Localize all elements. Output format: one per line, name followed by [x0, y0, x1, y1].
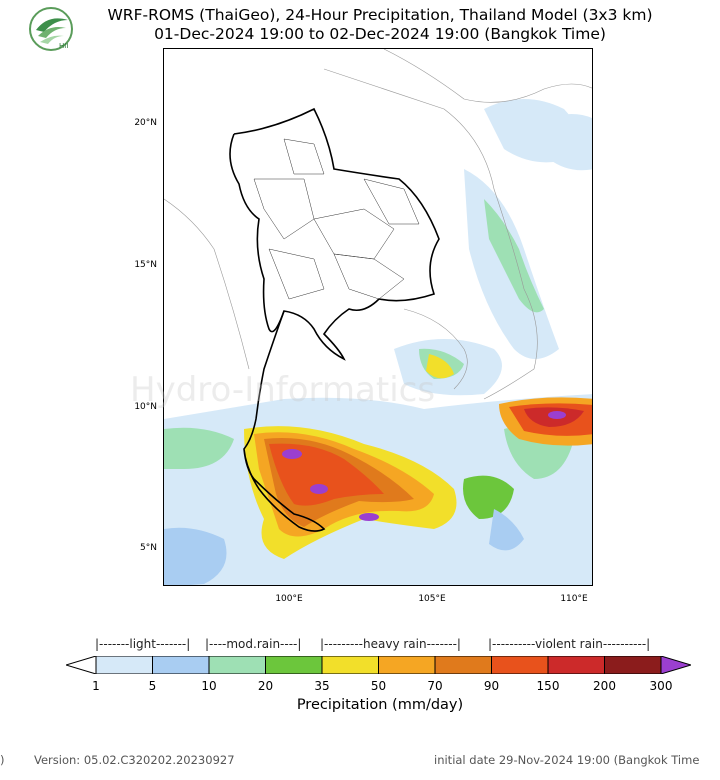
lat-label-10: 10°N [134, 402, 157, 412]
thailand-outline [229, 107, 440, 532]
precipitation-map [163, 48, 593, 586]
category-heavy: |---------heavy rain-------| [320, 637, 461, 651]
colorbar-min-arrow [66, 656, 97, 674]
watermark: Hydro-Informatics [130, 370, 436, 410]
colorbar-tick-label: 5 [148, 679, 157, 693]
category-violent: |----------violent rain----------| [488, 637, 651, 651]
colorbar-segment [265, 656, 323, 674]
colorbar-tick-label: 20 [257, 679, 274, 693]
colorbar-segment [152, 656, 210, 674]
colorbar-segment [547, 656, 605, 674]
colorbar-segment [321, 656, 379, 674]
title-line-1: WRF-ROMS (ThaiGeo), 24-Hour Precipitatio… [107, 6, 653, 24]
title-line-2: 01-Dec-2024 19:00 to 02-Dec-2024 19:00 (… [154, 25, 606, 43]
colorbar-segment [95, 656, 153, 674]
lat-label-5: 5°N [140, 543, 157, 553]
lat-label-15: 15°N [134, 260, 157, 270]
map-title: WRF-ROMS (ThaiGeo), 24-Hour Precipitatio… [90, 6, 670, 44]
colorbar-tick-label: 90 [483, 679, 500, 693]
colorbar-segment [604, 656, 662, 674]
lon-label-110: 110°E [560, 594, 588, 604]
logo-text: HII [59, 42, 68, 50]
lon-label-105: 105°E [418, 594, 446, 604]
lat-label-20: 20°N [134, 118, 157, 128]
colorbar-tick-label: 50 [370, 679, 387, 693]
colorbar-segment [378, 656, 436, 674]
lon-label-100: 100°E [275, 594, 303, 604]
category-moderate: |----mod.rain----| [205, 637, 302, 651]
colorbar-segment [491, 656, 549, 674]
category-light: |-------light-------| [95, 637, 191, 651]
rain-violent-cores [282, 411, 566, 521]
colorbar-max-arrow [660, 656, 691, 674]
colorbar-tick-label: 200 [593, 679, 616, 693]
colorbar-tick-label: 1 [92, 679, 100, 693]
colorbar-tick-label: 150 [536, 679, 560, 693]
precipitation-colorbar [66, 656, 691, 674]
colorbar-segment [208, 656, 266, 674]
colorbar-tick-label: 35 [314, 679, 330, 693]
rain-heavy-band [244, 354, 592, 559]
neighbor-borders [164, 49, 592, 400]
colorbar-tick-label: 10 [201, 679, 217, 693]
hii-logo: HII [29, 7, 73, 51]
map-canvas [164, 49, 592, 585]
colorbar-segment [434, 656, 492, 674]
colorbar-tick-label: 300 [649, 679, 673, 693]
colorbar-label: Precipitation (mm/day) [296, 697, 464, 713]
footer-left-marker: ) [0, 753, 5, 767]
footer-init-date: initial date 29-Nov-2024 19:00 (Bangkok … [434, 753, 700, 767]
footer-version: Version: 05.02.C320202.20230927 [34, 753, 235, 767]
province-boundaries [253, 138, 420, 300]
colorbar-tick-label: 70 [427, 679, 443, 693]
